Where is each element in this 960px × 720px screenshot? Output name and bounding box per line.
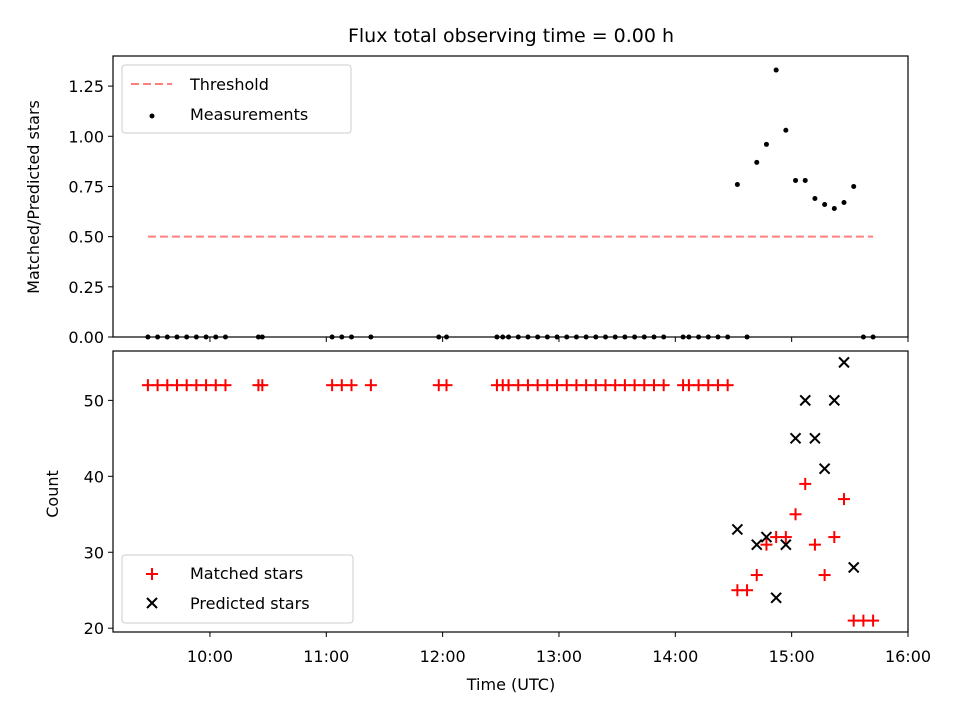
- matched-star-point: [721, 379, 734, 392]
- top-legend-box: [121, 64, 352, 134]
- top-y-tick-label: 0.25: [68, 278, 104, 297]
- bottom-plot-area: [141, 356, 880, 627]
- matched-star-point: [741, 584, 754, 597]
- x-axis-label: Time (UTC): [466, 675, 555, 694]
- predicted-star-point: [731, 523, 744, 536]
- measurement-point: [831, 206, 837, 212]
- x-tick-label: 15:00: [769, 647, 815, 666]
- matched-star-point: [838, 493, 851, 506]
- measurement-point: [822, 202, 828, 208]
- top-y-tick-label: 1.25: [68, 77, 104, 96]
- predicted-star-point: [789, 432, 802, 445]
- bottom-y-tick-label: 50: [84, 391, 104, 410]
- measurement-point: [802, 177, 808, 183]
- matched-star-point: [219, 379, 232, 392]
- top-y-axis-label: Matched/Predicted stars: [24, 100, 43, 294]
- top-x-ticks: [209, 337, 909, 342]
- matched-star-point: [808, 538, 821, 551]
- x-axis: 10:00 11:00 12:00 13:00 14:00 15:00 16:00: [187, 632, 931, 666]
- predicted-stars-legend-swatch: [146, 597, 158, 609]
- measurement-point: [851, 183, 857, 189]
- matched-star-point: [867, 614, 880, 627]
- matched-star-point: [657, 379, 670, 392]
- predicted-star-point: [770, 592, 782, 604]
- matched-star-point: [828, 531, 841, 544]
- predicted-star-point: [760, 531, 773, 543]
- predicted-star-point: [818, 463, 831, 475]
- measurement-point: [812, 196, 818, 202]
- threshold-legend-label: Threshold: [189, 75, 269, 94]
- top-y-tick-label: 0.50: [68, 228, 104, 247]
- matched-star-point: [256, 379, 269, 392]
- bottom-y-tick-label: 30: [84, 543, 104, 562]
- measurements-legend-label: Measurements: [190, 105, 308, 124]
- predicted-star-point: [809, 432, 821, 445]
- predicted-star-point: [751, 538, 763, 551]
- predicted-star-point: [848, 561, 860, 574]
- measurement-point: [754, 159, 760, 165]
- measurement-point: [763, 141, 769, 147]
- matched-stars-legend-label: Matched stars: [190, 564, 303, 583]
- matched-star-point: [789, 508, 802, 521]
- bottom-y-axis-label: Count: [43, 470, 62, 518]
- predicted-star-point: [799, 394, 811, 407]
- bottom-y-tick-label: 20: [84, 619, 104, 638]
- matched-star-point: [779, 531, 792, 544]
- matched-star-point: [440, 379, 453, 392]
- x-tick-label: 10:00: [187, 647, 233, 666]
- matched-star-point: [818, 569, 831, 582]
- measurement-point: [734, 181, 740, 187]
- measurements-legend-swatch: [149, 113, 155, 119]
- matched-stars-legend-swatch: [146, 568, 158, 580]
- top-panel: Flux total observing time = 0.00 h 0.000…: [24, 25, 909, 347]
- top-y-tick-label: 0.75: [68, 177, 104, 196]
- top-y-tick-label: 0.00: [68, 328, 104, 347]
- matched-star-point: [345, 379, 358, 392]
- matched-star-point: [750, 569, 763, 582]
- x-tick-label: 12:00: [420, 647, 466, 666]
- matched-star-point: [760, 538, 773, 551]
- top-legend: Threshold Measurements: [121, 64, 352, 134]
- top-y-tick-label: 1.00: [68, 127, 104, 146]
- matched-star-point: [364, 379, 377, 392]
- measurement-point: [841, 200, 847, 206]
- predicted-star-point: [828, 394, 841, 407]
- predicted-star-point: [838, 356, 850, 369]
- bottom-legend: Matched stars Predicted stars: [121, 554, 354, 624]
- predicted-star-point: [780, 538, 792, 551]
- bottom-y-tick-label: 40: [84, 467, 104, 486]
- predicted-stars-legend-label: Predicted stars: [190, 594, 310, 613]
- x-tick-label: 14:00: [652, 647, 698, 666]
- bottom-y-axis: 20 30 40 50: [84, 391, 113, 638]
- x-tick-label: 13:00: [536, 647, 582, 666]
- bottom-legend-box: [121, 554, 354, 624]
- bottom-axes-frame: [112, 350, 909, 633]
- matched-star-point: [799, 477, 812, 490]
- top-y-axis: 0.00 0.25 0.50 0.75 1.00 1.25: [68, 77, 113, 347]
- measurement-point: [773, 67, 779, 73]
- measurement-point: [793, 177, 799, 183]
- x-tick-label: 11:00: [303, 647, 349, 666]
- chart-title: Flux total observing time = 0.00 h: [348, 25, 674, 47]
- x-tick-label: 16:00: [885, 647, 931, 666]
- top-axes-frame: [112, 55, 909, 338]
- measurement-point: [783, 127, 789, 133]
